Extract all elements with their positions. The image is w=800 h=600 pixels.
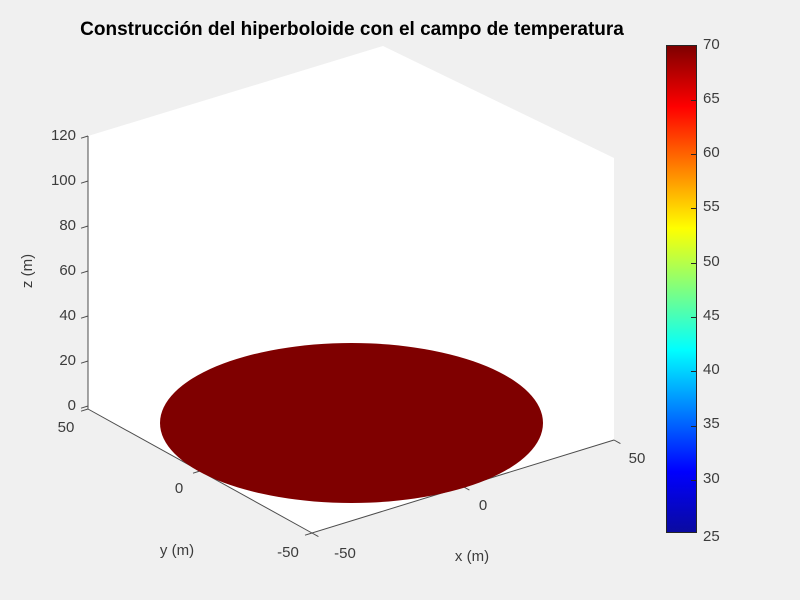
colorbar-tick-label: 55	[703, 198, 720, 215]
z-tick-label: 60	[59, 262, 76, 279]
z-tick-mark	[80, 360, 89, 364]
x-tick-mark	[311, 532, 319, 538]
x-tick-mark	[613, 439, 621, 445]
colorbar-tick-mark	[691, 371, 696, 372]
x-tick-label: 50	[628, 450, 646, 467]
z-tick-label: 20	[59, 352, 76, 369]
colorbar-tick-label: 70	[703, 36, 720, 53]
z-tick-mark	[80, 135, 89, 139]
colorbar-tick-label: 60	[703, 144, 720, 161]
x-tick-label: -50	[334, 545, 356, 562]
colorbar-tick-mark	[691, 154, 696, 155]
z-tick-mark	[80, 180, 89, 184]
y-tick-label: 50	[57, 419, 75, 436]
y-tick-mark	[304, 532, 313, 536]
axis-ticks	[80, 135, 621, 538]
colorbar-tick-label: 45	[703, 307, 720, 324]
colorbar-tick-mark	[691, 480, 696, 481]
z-axis-label: z (m)	[19, 253, 36, 289]
colorbar-tick-label: 25	[703, 528, 720, 545]
y-tick-mark	[192, 470, 201, 474]
colorbar-tick-mark	[691, 426, 696, 427]
y-axis-label: y (m)	[159, 542, 195, 559]
colorbar-tick-label: 35	[703, 415, 720, 432]
z-tick-label: 100	[50, 172, 76, 189]
x-tick-label: 0	[478, 497, 488, 514]
colorbar-tick-mark	[691, 100, 696, 101]
hyperboloid-surface	[160, 343, 543, 503]
z-tick-label: 120	[50, 127, 76, 144]
y-tick-label: -50	[277, 544, 299, 561]
z-tick-label: 0	[67, 397, 76, 414]
colorbar-tick-mark	[691, 263, 696, 264]
colorbar	[666, 45, 697, 533]
y-tick-mark	[80, 408, 89, 412]
colorbar-tick-label: 30	[703, 470, 720, 487]
y-tick-label: 0	[174, 480, 184, 497]
z-tick-mark	[80, 315, 89, 319]
colorbar-tick-label: 50	[703, 253, 720, 270]
chart-title: Construcción del hiperboloide con el cam…	[80, 19, 624, 40]
z-tick-label: 40	[59, 307, 76, 324]
z-tick-mark	[80, 270, 89, 274]
z-tick-label: 80	[59, 217, 76, 234]
colorbar-tick-label: 40	[703, 361, 720, 378]
z-tick-mark	[80, 225, 89, 229]
colorbar-tick-mark	[691, 208, 696, 209]
colorbar-tick-label: 65	[703, 90, 720, 107]
x-axis-label: x (m)	[454, 548, 490, 565]
colorbar-tick-mark	[691, 317, 696, 318]
z-tick-mark	[80, 405, 89, 409]
